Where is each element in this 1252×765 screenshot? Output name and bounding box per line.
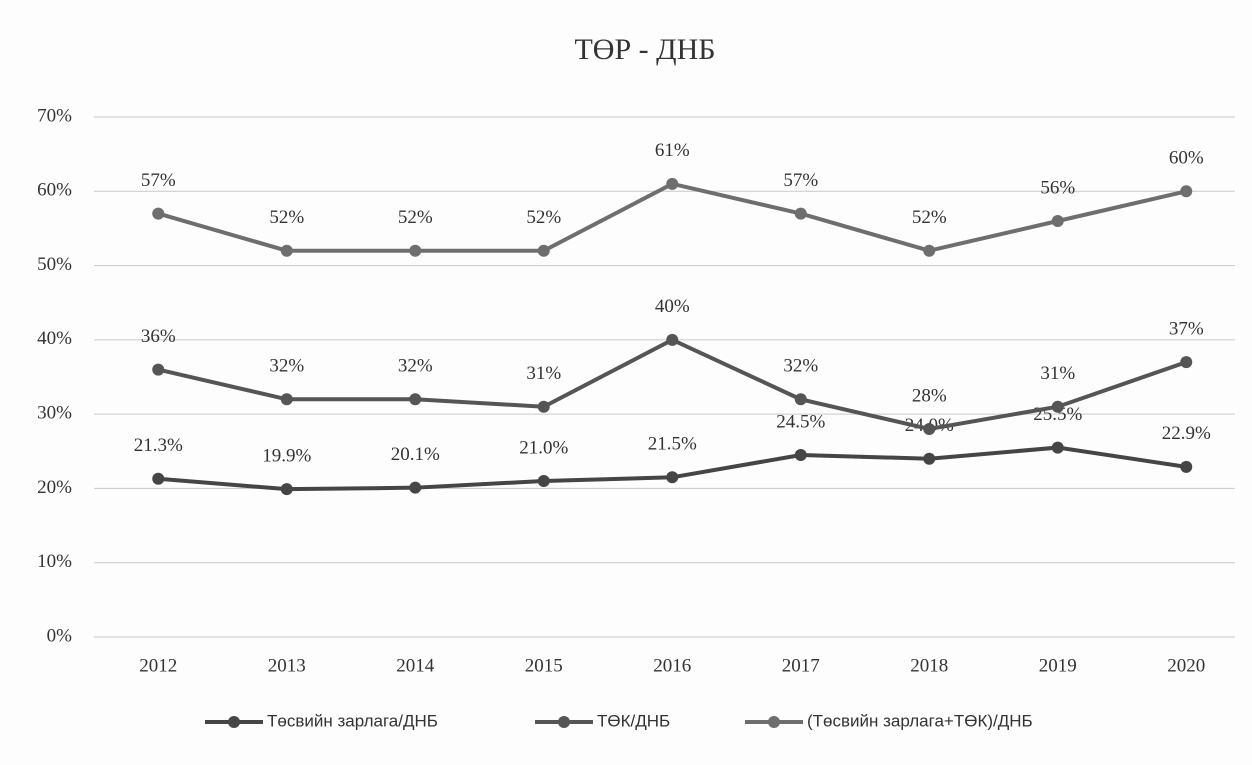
y-tick-label: 40% [37, 328, 72, 349]
y-tick-label: 0% [47, 625, 73, 646]
legend-marker [558, 716, 570, 728]
data-label: 21.0% [519, 437, 568, 458]
x-tick-label: 2015 [525, 655, 563, 676]
y-tick-label: 30% [37, 403, 72, 424]
y-tick-label: 50% [37, 254, 72, 275]
data-label: 19.9% [262, 446, 311, 467]
chart-title: ТӨР - ДНБ [574, 33, 715, 66]
point [280, 244, 293, 257]
y-tick-label: 70% [37, 105, 72, 126]
point [1180, 460, 1193, 473]
data-label: 52% [526, 207, 561, 228]
legend-marker [768, 716, 780, 728]
x-tick-label: 2013 [268, 655, 306, 676]
point [923, 244, 936, 257]
data-label: 52% [912, 207, 947, 228]
point [666, 177, 679, 190]
point [152, 207, 165, 220]
data-label: 31% [526, 363, 561, 384]
point [1051, 400, 1064, 413]
x-tick-label: 2014 [396, 655, 435, 676]
x-tick-label: 2016 [653, 655, 691, 676]
data-label: 40% [655, 296, 690, 317]
x-tick-label: 2017 [782, 655, 820, 676]
data-label: 32% [398, 356, 433, 377]
point [1180, 356, 1193, 369]
point [409, 244, 422, 257]
data-label: 22.9% [1162, 423, 1211, 444]
data-label: 37% [1169, 319, 1204, 340]
point [923, 452, 936, 465]
point [280, 393, 293, 406]
data-label: 32% [269, 356, 304, 377]
data-label: 21.3% [134, 435, 183, 456]
point [537, 244, 550, 257]
point [1051, 441, 1064, 454]
data-label: 57% [783, 170, 818, 191]
point [794, 207, 807, 220]
x-tick-label: 2020 [1167, 655, 1205, 676]
data-label: 60% [1169, 148, 1204, 169]
y-tick-label: 20% [37, 477, 72, 498]
point [1051, 215, 1064, 227]
point [280, 483, 293, 496]
point [152, 472, 165, 485]
data-label: 32% [783, 356, 818, 377]
data-label: 20.1% [391, 444, 440, 465]
x-tick-label: 2018 [910, 655, 948, 676]
legend-label: (Төсвийн зарлага+ТӨК)/ДНБ [807, 711, 1033, 730]
legend-label: ТӨК/ДНБ [597, 711, 670, 730]
x-tick-label: 2019 [1039, 655, 1077, 676]
data-label: 24.5% [776, 411, 825, 432]
point [666, 333, 679, 346]
legend-marker [228, 716, 240, 728]
data-label: 61% [655, 140, 690, 161]
point [537, 400, 550, 413]
point [1180, 185, 1193, 198]
x-tick-label: 2012 [139, 655, 177, 676]
point [794, 393, 807, 406]
data-label: 57% [141, 170, 176, 191]
data-label: 28% [912, 385, 947, 406]
y-tick-label: 10% [37, 551, 72, 572]
point [409, 393, 422, 406]
data-label: 52% [269, 207, 304, 228]
point [409, 481, 422, 494]
y-tick-label: 60% [37, 180, 72, 201]
data-label: 56% [1040, 177, 1075, 198]
point [666, 471, 679, 484]
point [152, 363, 165, 376]
data-label: 52% [398, 207, 433, 228]
point [794, 449, 807, 461]
point [537, 475, 550, 487]
data-label: 36% [141, 326, 176, 347]
legend-label: Төсвийн зарлага/ДНБ [267, 711, 438, 730]
data-label: 31% [1040, 363, 1075, 384]
data-label: 21.5% [648, 434, 697, 455]
point [923, 423, 936, 435]
